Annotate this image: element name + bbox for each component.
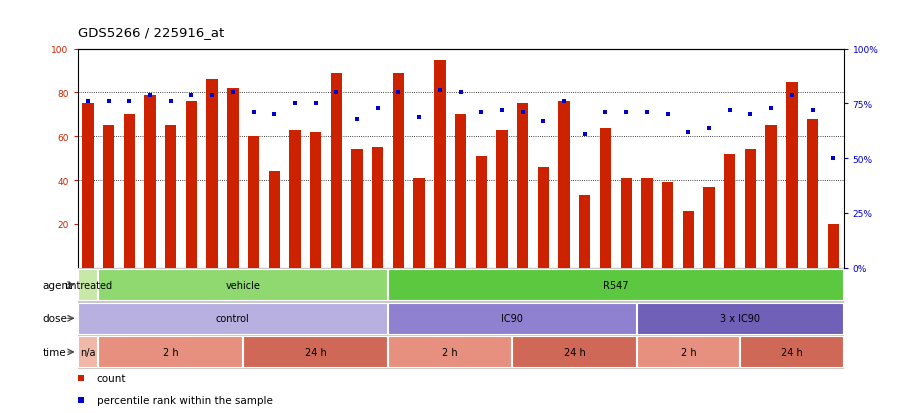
Bar (331, 74, 342, 268)
Bar (517, 104, 527, 268)
Text: R547: R547 (602, 280, 628, 290)
Bar (77, 269, 97, 300)
Bar (785, 82, 796, 268)
Bar (826, 224, 838, 268)
Bar (98, 337, 242, 368)
Text: count: count (97, 373, 126, 383)
Bar (103, 126, 114, 268)
Text: dose: dose (42, 313, 67, 323)
Bar (77, 337, 97, 368)
Bar (310, 133, 321, 268)
Bar (372, 148, 383, 268)
Bar (243, 337, 387, 368)
Bar (764, 126, 776, 268)
Bar (537, 168, 548, 268)
Bar (496, 131, 507, 268)
Bar (723, 154, 734, 268)
Bar (413, 178, 425, 268)
Bar (186, 102, 197, 268)
Bar (475, 157, 486, 268)
Text: control: control (216, 313, 250, 323)
Bar (388, 269, 842, 300)
Bar (351, 150, 363, 268)
Text: time: time (42, 347, 66, 357)
Text: IC90: IC90 (501, 313, 523, 323)
Bar (636, 337, 739, 368)
Bar (578, 196, 589, 268)
Bar (98, 269, 387, 300)
Bar (702, 187, 714, 268)
Bar (636, 303, 842, 334)
Bar (289, 131, 301, 268)
Text: 2 h: 2 h (163, 347, 179, 357)
Bar (393, 74, 404, 268)
Text: 24 h: 24 h (563, 347, 585, 357)
Bar (388, 337, 511, 368)
Bar (165, 126, 176, 268)
Text: 24 h: 24 h (780, 347, 802, 357)
Bar (558, 102, 569, 268)
Bar (206, 80, 218, 268)
Bar (268, 172, 280, 268)
Bar (388, 303, 635, 334)
Bar (77, 303, 387, 334)
Bar (434, 60, 445, 268)
Bar (739, 337, 842, 368)
Bar (681, 211, 693, 268)
Bar (455, 115, 466, 268)
Bar (640, 178, 652, 268)
Bar (806, 119, 817, 268)
Text: 24 h: 24 h (304, 347, 326, 357)
Text: 2 h: 2 h (442, 347, 457, 357)
Bar (744, 150, 755, 268)
Text: GDS5266 / 225916_at: GDS5266 / 225916_at (77, 26, 223, 39)
Text: 2 h: 2 h (680, 347, 695, 357)
Text: 3 x IC90: 3 x IC90 (720, 313, 759, 323)
Bar (619, 178, 631, 268)
Text: n/a: n/a (80, 347, 96, 357)
Bar (227, 89, 239, 268)
Bar (82, 104, 94, 268)
Text: untreated: untreated (64, 280, 112, 290)
Text: agent: agent (42, 280, 72, 290)
Bar (661, 183, 672, 268)
Bar (124, 115, 135, 268)
Bar (144, 95, 156, 268)
Text: vehicle: vehicle (226, 280, 261, 290)
Text: percentile rank within the sample: percentile rank within the sample (97, 395, 272, 405)
Bar (248, 137, 259, 268)
Bar (512, 337, 635, 368)
Bar (599, 128, 610, 268)
